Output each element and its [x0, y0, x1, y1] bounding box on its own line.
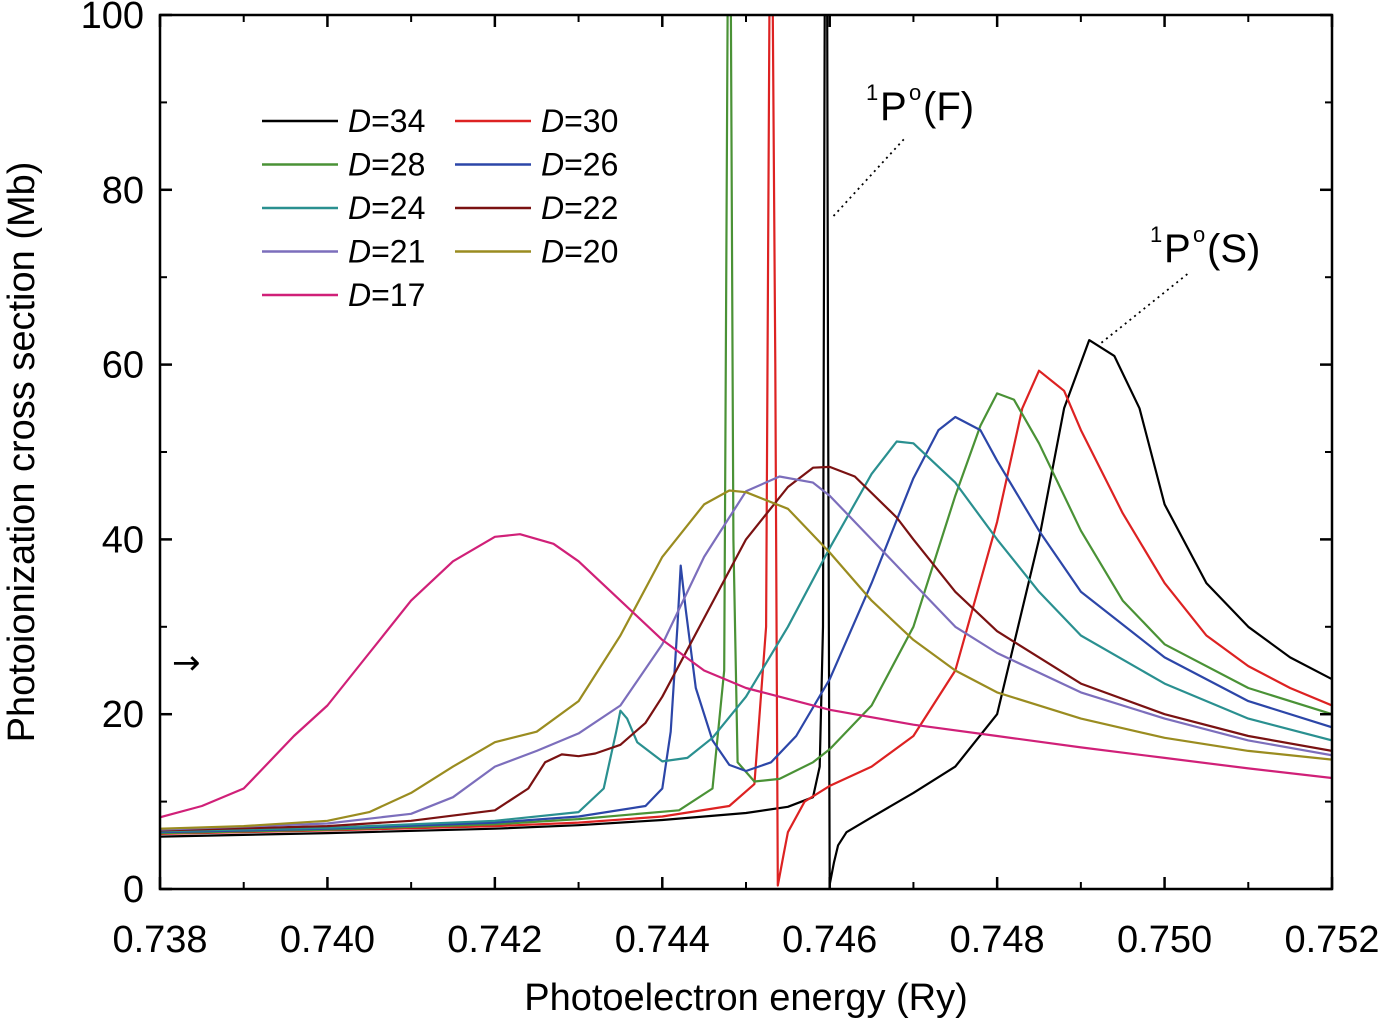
y-tick-label: 80: [102, 170, 144, 212]
legend-label: D=26: [541, 147, 618, 183]
legend-label: D=24: [348, 190, 425, 226]
series-layer: [160, 15, 1332, 887]
series-line-d-21: [160, 475, 1332, 831]
annotation-resonance-F: 1 P o (F): [866, 80, 974, 129]
x-tick-label: 0.744: [615, 919, 710, 961]
series-line-d-34: [160, 15, 1332, 886]
legend-label: D=28: [348, 147, 425, 183]
annotation-S-superscript: 1: [1150, 222, 1162, 247]
x-tick-label: 0.742: [447, 919, 542, 961]
x-tick-label: 0.750: [1117, 919, 1212, 961]
series-line-d-24: [160, 440, 1332, 833]
legend-item-d-30: D=30: [455, 103, 618, 139]
series-line-d-26: [160, 415, 1332, 834]
legend-label: D=21: [348, 234, 425, 270]
annotation-F-letter: P: [880, 85, 907, 129]
legend-item-d-28: D=28: [262, 147, 425, 183]
x-axis-title: Photoelectron energy (Ry): [524, 977, 968, 1019]
legend-label: D=30: [541, 103, 618, 139]
x-tick-label: 0.740: [280, 919, 375, 961]
annotation-S-letter: P: [1164, 227, 1191, 271]
legend: D=34 D=30 D=28 D=26 D=24 D=22 D=21 D=20 D=17: [262, 103, 618, 313]
legend-item-d-24: D=24: [262, 190, 425, 226]
series-line-d-20: [160, 489, 1332, 830]
series-line-d-30: [160, 15, 1332, 887]
annotation-F-superscript-o: o: [909, 80, 921, 105]
arrow-marker: →: [172, 643, 201, 683]
series-line-d-28: [160, 15, 1332, 835]
legend-item-d-21: D=21: [262, 234, 425, 270]
legend-label: D=17: [348, 277, 425, 313]
y-axis-title: Photoionization cross section (Mb): [1, 162, 43, 743]
legend-label: D=22: [541, 190, 618, 226]
axis-ticks: [158, 13, 1334, 891]
legend-item-d-22: D=22: [455, 190, 618, 226]
leader-line-S: [1100, 271, 1191, 344]
annotation-S-superscript-o: o: [1193, 222, 1205, 247]
annotation-F-superscript: 1: [866, 80, 878, 105]
x-tick-label: 0.746: [782, 919, 877, 961]
y-tick-label: 20: [102, 694, 144, 736]
series-line-d-17: [160, 533, 1332, 819]
y-tick-label: 40: [102, 519, 144, 561]
y-tick-label: 60: [102, 345, 144, 387]
legend-item-d-20: D=20: [455, 234, 618, 270]
legend-label: D=34: [348, 103, 425, 139]
y-tick-label: 100: [81, 0, 144, 37]
leader-line-F: [832, 137, 906, 217]
legend-item-d-26: D=26: [455, 147, 618, 183]
series-line-d-22: [160, 465, 1332, 832]
annotation-resonance-S: 1 P o (S): [1150, 222, 1260, 271]
x-tick-label: 0.752: [1284, 919, 1379, 961]
x-tick-label: 0.738: [112, 919, 207, 961]
annotation-leaders: [832, 137, 1191, 344]
axis-tick-labels: 0.738 0.740 0.742 0.744 0.746 0.748 0.750 0.752…: [81, 0, 1380, 961]
legend-label: D=20: [541, 234, 618, 270]
legend-item-d-34: D=34: [262, 103, 425, 139]
annotation-F-label: (F): [923, 85, 974, 129]
legend-item-d-17: D=17: [262, 277, 425, 313]
x-tick-label: 0.748: [950, 919, 1045, 961]
annotation-S-label: (S): [1207, 227, 1260, 271]
y-tick-label: 0: [123, 869, 144, 911]
